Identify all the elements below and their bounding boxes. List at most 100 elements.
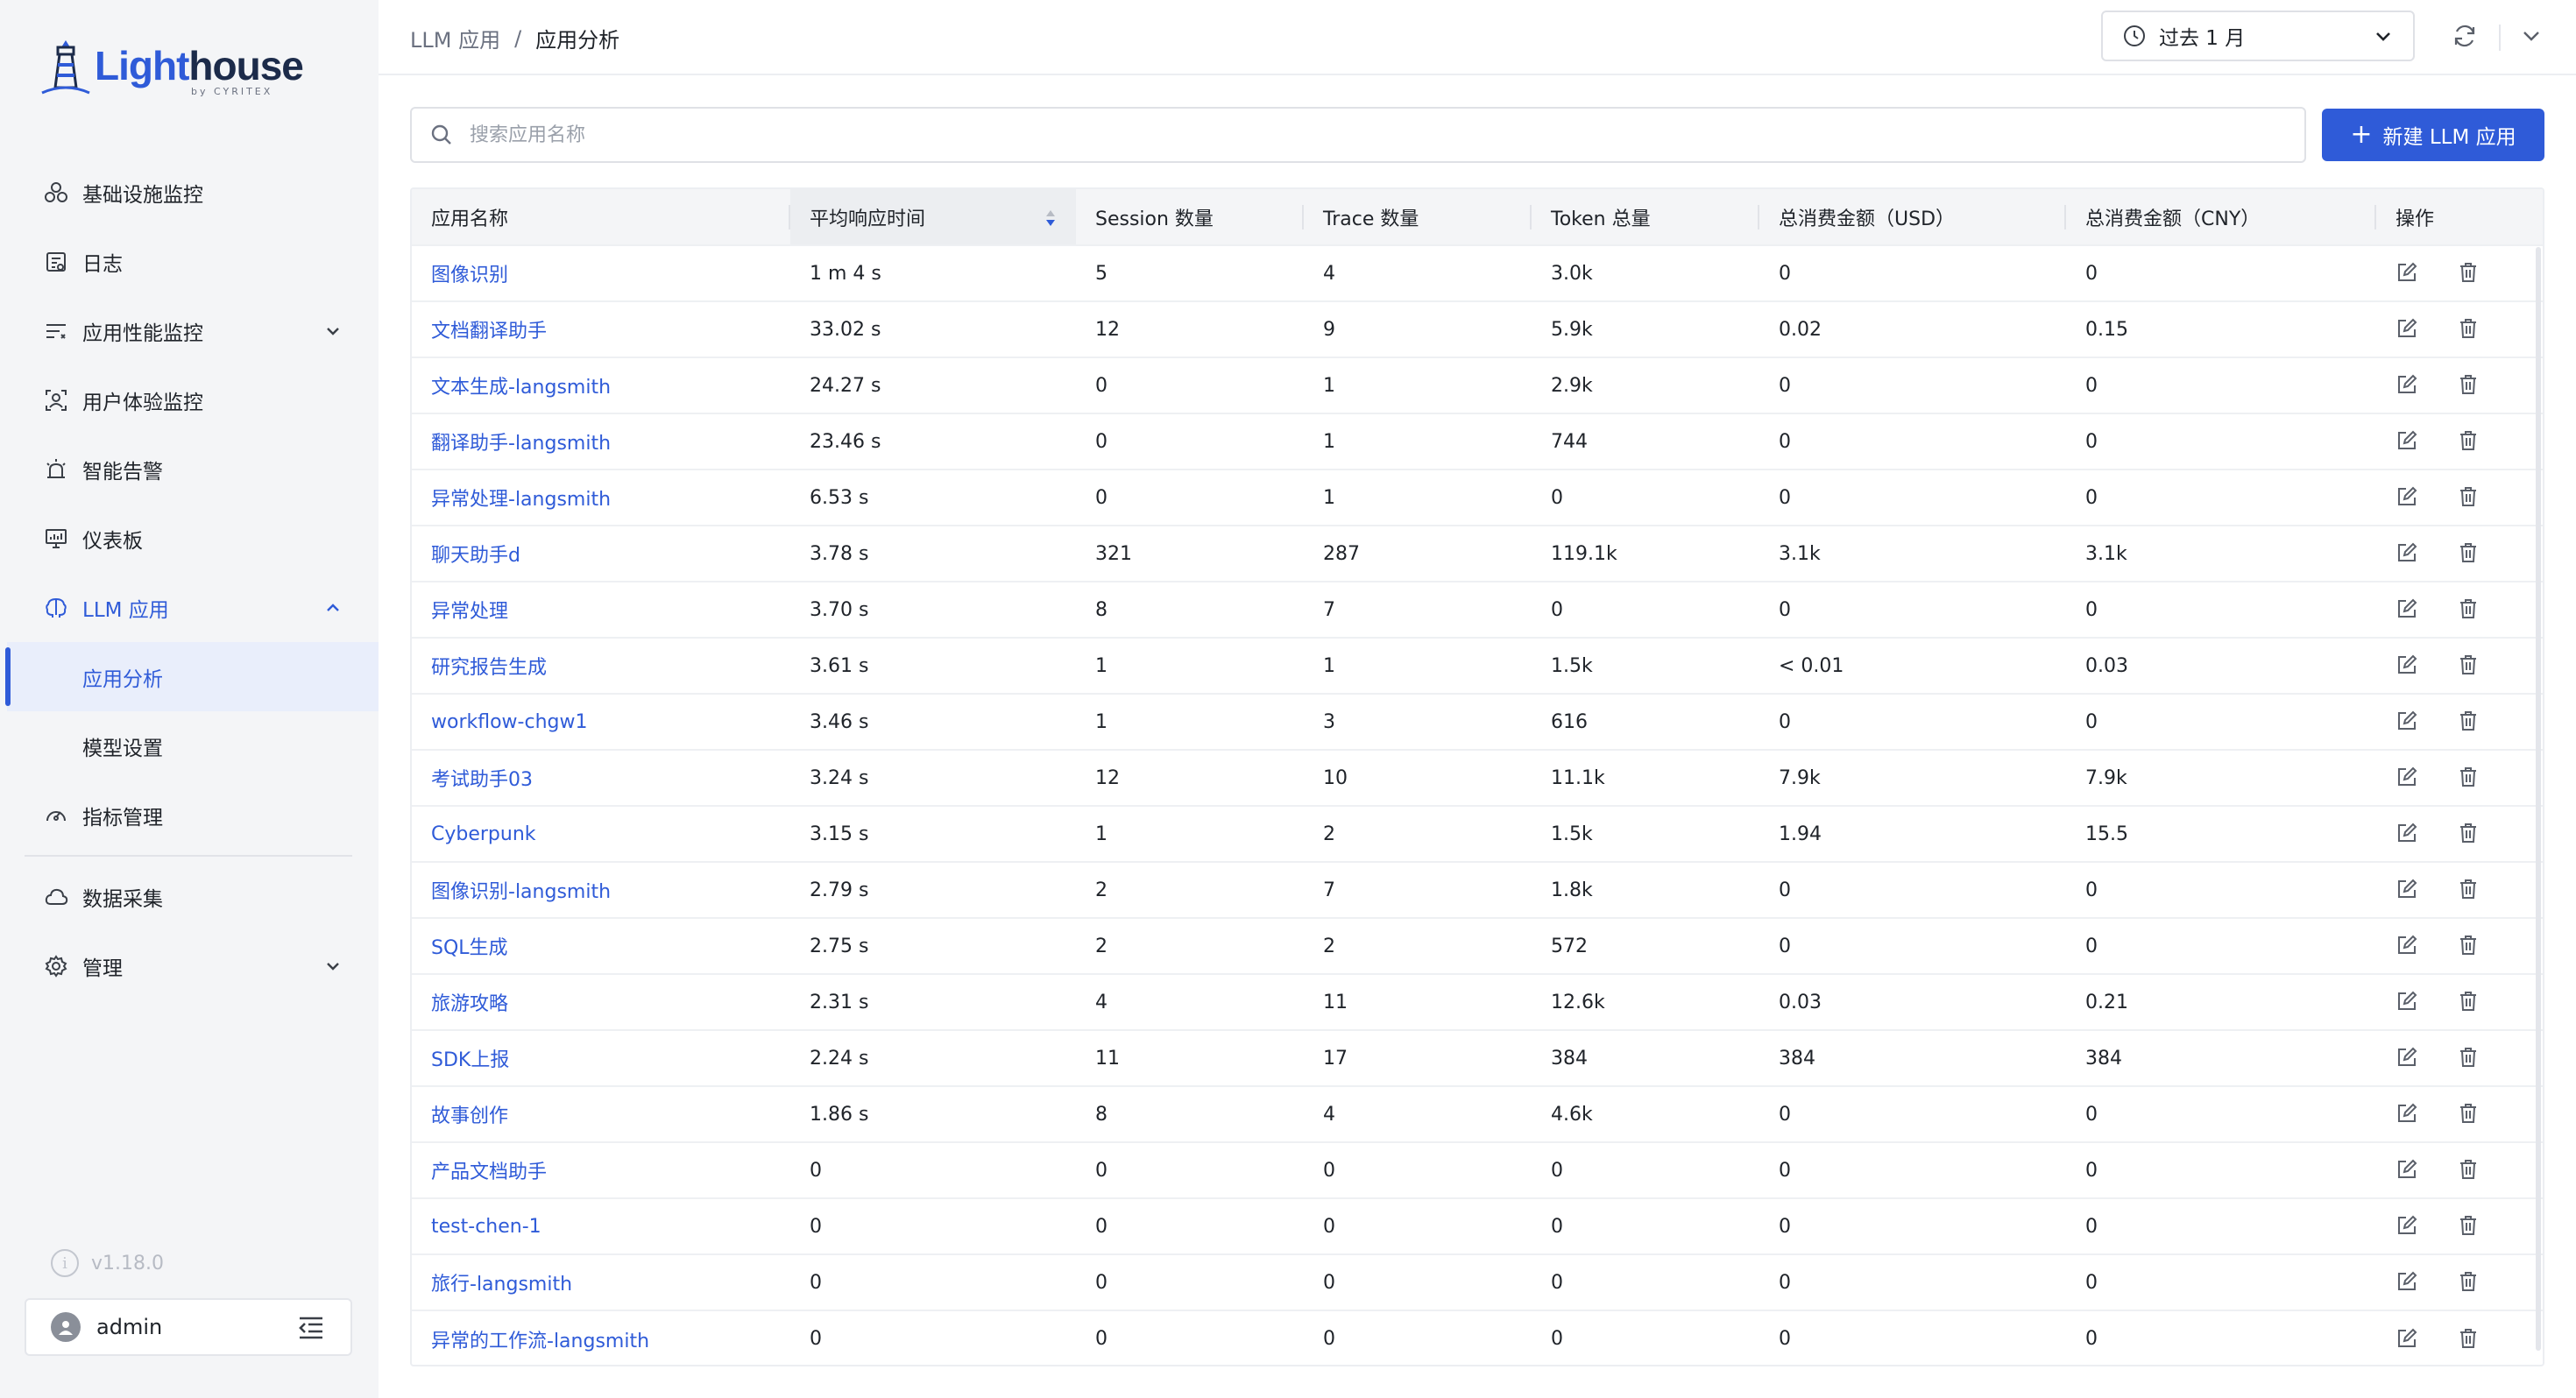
sidebar-item-llm[interactable]: LLM 应用 (0, 573, 379, 642)
sidebar-item-admin[interactable]: 管理 (0, 931, 379, 1000)
delete-icon[interactable] (2457, 934, 2481, 958)
app-name-link[interactable]: SDK上报 (431, 1049, 510, 1071)
table-cell: 0 (2085, 262, 2098, 285)
delete-icon[interactable] (2457, 1327, 2481, 1352)
sidebar-item-data-collect[interactable]: 数据采集 (0, 862, 379, 931)
app-name-link[interactable]: 异常处理-langsmith (431, 489, 612, 511)
delete-icon[interactable] (2457, 1158, 2481, 1183)
refresh-icon[interactable] (2452, 23, 2480, 51)
app-name-link[interactable]: SQL生成 (431, 937, 508, 959)
app-name-link[interactable]: 文档翻译助手 (431, 321, 548, 342)
sidebar-item-infrastructure[interactable]: 基础设施监控 (0, 158, 379, 227)
column-header-app-name: 应用名称 (412, 189, 790, 245)
alarm-icon (42, 455, 70, 484)
app-name-link[interactable]: 图像识别-langsmith (431, 881, 612, 903)
breadcrumb-parent[interactable]: LLM 应用 (410, 28, 501, 53)
delete-icon[interactable] (2457, 541, 2481, 566)
edit-icon[interactable] (2396, 822, 2420, 846)
edit-icon[interactable] (2396, 653, 2420, 678)
delete-icon[interactable] (2457, 1270, 2481, 1295)
app-name-link[interactable]: test-chen-1 (431, 1215, 541, 1238)
edit-icon[interactable] (2396, 878, 2420, 902)
app-name-link[interactable]: 考试助手03 (431, 769, 533, 791)
sidebar-item-alarm[interactable]: 智能告警 (0, 434, 379, 504)
new-llm-app-button[interactable]: + 新建 LLM 应用 (2322, 109, 2544, 161)
lighthouse-logo[interactable]: Lighthouse by CYRITEX (40, 37, 304, 102)
infrastructure-icon (42, 179, 70, 207)
table-cell: 0 (1779, 879, 1791, 901)
app-name-link[interactable]: 研究报告生成 (431, 657, 548, 679)
edit-icon[interactable] (2396, 710, 2420, 734)
sidebar-item-label: 管理 (82, 957, 123, 980)
delete-icon[interactable] (2457, 822, 2481, 846)
app-name-link[interactable]: 异常的工作流-langsmith (431, 1330, 650, 1352)
edit-icon[interactable] (2396, 990, 2420, 1014)
sidebar-subitem-app-analysis[interactable]: 应用分析 (5, 642, 379, 711)
search-input[interactable] (470, 124, 2134, 146)
app-name-link[interactable]: 文本生成-langsmith (431, 377, 612, 399)
sidebar-item-log[interactable]: 日志 (0, 227, 379, 296)
avatar[interactable] (51, 1312, 81, 1342)
chevron-down-icon[interactable] (2520, 25, 2546, 51)
delete-icon[interactable] (2457, 766, 2481, 790)
app-name-link[interactable]: 产品文档助手 (431, 1161, 548, 1183)
table-cell: 0 (1095, 1271, 1108, 1294)
delete-icon[interactable] (2457, 317, 2481, 342)
delete-icon[interactable] (2457, 1046, 2481, 1070)
sidebar-item-user-experience[interactable]: 用户体验监控 (0, 365, 379, 434)
delete-icon[interactable] (2457, 1102, 2481, 1126)
edit-icon[interactable] (2396, 541, 2420, 566)
app-name-link[interactable]: 故事创作 (431, 1105, 509, 1127)
edit-icon[interactable] (2396, 1270, 2420, 1295)
delete-icon[interactable] (2457, 373, 2481, 398)
chevron-down-icon[interactable] (322, 321, 343, 342)
app-name-link[interactable]: 旅行-langsmith (431, 1274, 573, 1296)
edit-icon[interactable] (2396, 1214, 2420, 1239)
column-header-cost-usd: 总消费金额（USD） (1759, 189, 2066, 245)
delete-icon[interactable] (2457, 878, 2481, 902)
app-name-link[interactable]: Cyberpunk (431, 823, 536, 845)
search-box[interactable] (410, 107, 2306, 163)
app-name-link[interactable]: 翻译助手-langsmith (431, 433, 612, 455)
app-name-link[interactable]: 旅游攻略 (431, 993, 509, 1015)
collapse-sidebar-icon[interactable] (298, 1316, 324, 1340)
edit-icon[interactable] (2396, 317, 2420, 342)
edit-icon[interactable] (2396, 261, 2420, 286)
sort-icon[interactable] (1044, 208, 1057, 228)
row-actions (2376, 582, 2543, 638)
sidebar-subitem-model-settings[interactable]: 模型设置 (0, 711, 379, 780)
delete-icon[interactable] (2457, 1214, 2481, 1239)
edit-icon[interactable] (2396, 1158, 2420, 1183)
app-name-link[interactable]: workflow-chgw1 (431, 710, 588, 733)
edit-icon[interactable] (2396, 373, 2420, 398)
chevron-down-icon[interactable] (322, 956, 343, 977)
row-actions (2376, 1198, 2543, 1254)
user-bar[interactable]: admin (25, 1298, 352, 1356)
edit-icon[interactable] (2396, 597, 2420, 622)
edit-icon[interactable] (2396, 1046, 2420, 1070)
delete-icon[interactable] (2457, 485, 2481, 510)
edit-icon[interactable] (2396, 429, 2420, 454)
column-header-avg-response[interactable]: 平均响应时间 (790, 189, 1076, 245)
delete-icon[interactable] (2457, 653, 2481, 678)
delete-icon[interactable] (2457, 710, 2481, 734)
time-range-select[interactable]: 过去 1 月 (2101, 11, 2415, 61)
sidebar-item-apm[interactable]: 应用性能监控 (0, 296, 379, 365)
delete-icon[interactable] (2457, 429, 2481, 454)
sidebar-item-metrics[interactable]: 指标管理 (0, 780, 379, 850)
edit-icon[interactable] (2396, 1327, 2420, 1352)
delete-icon[interactable] (2457, 597, 2481, 622)
table-scrollbar[interactable] (2536, 247, 2541, 1351)
edit-icon[interactable] (2396, 934, 2420, 958)
app-name-link[interactable]: 图像识别 (431, 265, 509, 286)
edit-icon[interactable] (2396, 1102, 2420, 1126)
delete-icon[interactable] (2457, 261, 2481, 286)
app-name-link[interactable]: 异常处理 (431, 601, 509, 623)
app-name-link[interactable]: 聊天助手d (431, 545, 520, 567)
table-cell: 10 (1323, 766, 1348, 789)
chevron-up-icon[interactable] (322, 597, 343, 618)
sidebar-item-dashboard[interactable]: 仪表板 (0, 504, 379, 573)
edit-icon[interactable] (2396, 766, 2420, 790)
edit-icon[interactable] (2396, 485, 2420, 510)
delete-icon[interactable] (2457, 990, 2481, 1014)
